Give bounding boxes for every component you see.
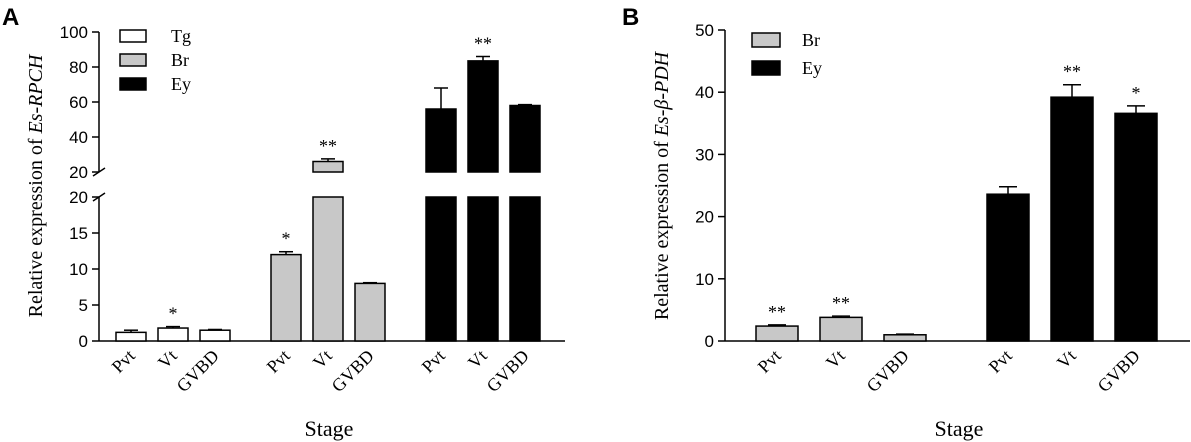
legend-label-br: Br xyxy=(802,30,820,50)
panel-a-y-tick-label: 10 xyxy=(69,260,88,279)
bar-br-pvt xyxy=(755,325,799,342)
bar-ey-pvt xyxy=(986,193,1030,342)
significance-marker: ** xyxy=(319,136,337,156)
x-tick-label-pvt: Pvt xyxy=(985,346,1016,377)
significance-marker: ** xyxy=(474,34,492,54)
legend-label-tg: Tg xyxy=(171,26,191,46)
legend-swatch-br xyxy=(119,53,147,67)
panel-a-x-axis-label: Stage xyxy=(305,416,354,441)
bar-br-pvt xyxy=(270,253,302,342)
x-tick-label-pvt: Pvt xyxy=(263,346,294,377)
significance-marker: ** xyxy=(768,302,786,322)
x-tick-label-gvbd: GVBD xyxy=(173,346,223,396)
panel-b-label: B xyxy=(622,4,639,31)
bar-br-vt-lower xyxy=(312,196,344,342)
significance-marker: * xyxy=(282,229,291,249)
x-tick-label-gvbd: GVBD xyxy=(483,346,533,396)
x-tick-label-gvbd: GVBD xyxy=(1094,346,1144,396)
panel-a-y-tick-label: 20 xyxy=(69,188,88,207)
panel-b-bars: ** ***** xyxy=(755,62,1158,342)
panel-b-y-tick-label: 10 xyxy=(695,270,714,289)
bar-br-gvbd xyxy=(883,334,927,342)
panel-a-y-tick-label: 15 xyxy=(69,224,88,243)
panel-a-bars: ****** xyxy=(115,34,541,342)
legend-swatch-ey xyxy=(119,77,147,91)
legend-swatch-br xyxy=(751,32,781,48)
x-tick-label-vt: Vt xyxy=(154,346,181,373)
panel-b-y-tick-label: 30 xyxy=(695,145,714,164)
legend-label-ey: Ey xyxy=(171,74,191,94)
x-tick-label-gvbd: GVBD xyxy=(328,346,378,396)
panel-a-y-tick-label: 80 xyxy=(69,58,88,77)
x-tick-label-pvt: Pvt xyxy=(418,346,449,377)
significance-marker: * xyxy=(1132,83,1141,103)
bar-ey-pvt-upper xyxy=(425,108,457,173)
x-tick-label-vt: Vt xyxy=(309,346,336,373)
panel-b-axes: 0 10 20 30 40 50 xyxy=(695,21,1190,351)
panel-a-y-tick-label: 60 xyxy=(69,93,88,112)
bar-ey-vt-lower xyxy=(467,196,499,342)
bar-br-vt-upper xyxy=(312,160,344,173)
x-tick-label-vt: Vt xyxy=(1053,346,1080,373)
bar-ey-gvbd-lower xyxy=(509,196,541,342)
panel-b-y-tick-label: 20 xyxy=(695,208,714,227)
panel-b-y-tick-label: 0 xyxy=(705,332,714,351)
panel-b-chart: B Relative expression of Es-β-PDH Stage … xyxy=(622,4,1190,441)
panel-a-y-tick-label: 5 xyxy=(79,296,88,315)
panel-b-x-axis-label: Stage xyxy=(935,416,984,441)
panel-a-label: A xyxy=(2,4,19,31)
significance-marker: * xyxy=(169,304,178,324)
bar-br-vt xyxy=(819,316,863,342)
bar-ey-gvbd-upper xyxy=(509,104,541,173)
panel-a-legend: Tg Br Ey xyxy=(119,26,191,94)
legend-label-ey: Ey xyxy=(802,58,822,78)
panel-b-y-axis-label: Relative expression of Es-β-PDH xyxy=(651,50,673,320)
significance-marker: ** xyxy=(1063,62,1081,82)
panel-a-chart: A Relative expression of Es-RPCH Stage 0… xyxy=(2,4,565,441)
panel-b-y-tick-label: 50 xyxy=(695,21,714,40)
bar-tg-pvt xyxy=(115,331,147,342)
bar-ey-vt-upper xyxy=(467,60,499,173)
legend-label-br: Br xyxy=(171,50,189,70)
x-tick-label-vt: Vt xyxy=(822,346,849,373)
x-tick-label-vt: Vt xyxy=(464,346,491,373)
panel-b-legend: Br Ey xyxy=(751,30,822,78)
panel-a-y-axis-label: Relative expression of Es-RPCH xyxy=(25,53,47,317)
bar-ey-vt xyxy=(1050,96,1094,342)
bar-tg-vt xyxy=(157,327,189,342)
panel-a-y-tick-label: 40 xyxy=(69,128,88,147)
panel-a-y-tick-label: 100 xyxy=(60,23,88,42)
legend-swatch-tg xyxy=(119,29,147,43)
legend-swatch-ey xyxy=(751,60,781,76)
panel-a-y-tick-label: 20 xyxy=(69,163,88,182)
x-tick-label-pvt: Pvt xyxy=(754,346,785,377)
x-tick-label-gvbd: GVBD xyxy=(863,346,913,396)
panel-b-x-tick-labels: Pvt Vt GVBD Pvt Vt GVBD xyxy=(754,346,1144,396)
panel-b-y-tick-label: 40 xyxy=(695,83,714,102)
bar-ey-pvt-lower xyxy=(425,196,457,342)
bar-ey-gvbd xyxy=(1114,112,1158,342)
panel-a-y-tick-label: 0 xyxy=(79,332,88,351)
bar-br-gvbd xyxy=(354,282,386,342)
bar-tg-gvbd xyxy=(199,329,231,342)
x-tick-label-pvt: Pvt xyxy=(108,346,139,377)
significance-marker: ** xyxy=(832,293,850,313)
